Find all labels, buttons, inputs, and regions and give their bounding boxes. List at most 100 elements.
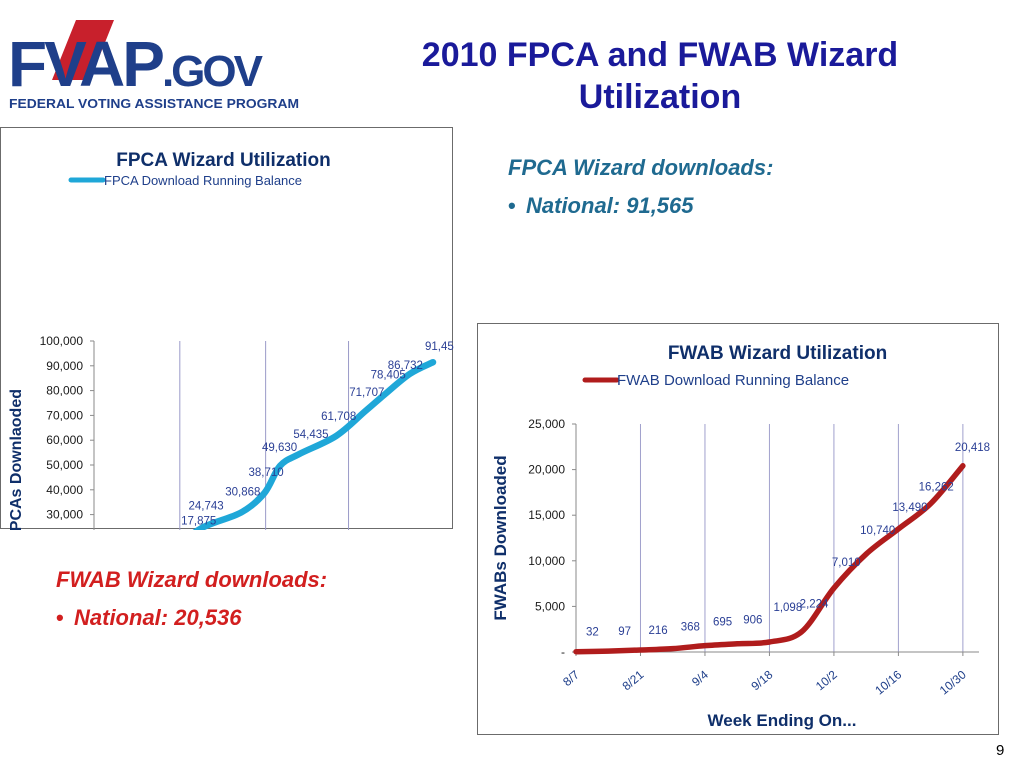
fpca-national-total: National: 91,565: [526, 193, 694, 218]
fpca-chart-title: FPCA Wizard Utilization: [116, 150, 330, 171]
fpca-data-label: 91,452: [425, 341, 454, 353]
fpca-data-point: [409, 373, 411, 375]
fpca-y-tick-label: 70,000: [46, 408, 83, 422]
fwab-x-tick-label: 10/2: [813, 667, 840, 693]
fpca-data-point: [298, 453, 300, 455]
fwab-data-point: [801, 631, 803, 633]
fpca-data-label: 61,708: [321, 411, 356, 423]
fwab-x-tick-label: 9/18: [748, 667, 775, 693]
fwab-data-label: 97: [618, 626, 631, 638]
fpca-data-label: 86,732: [388, 360, 423, 372]
fwab-callout-bullet: • National: 20,536: [56, 603, 327, 633]
fpca-legend-label: FPCA Download Running Balance: [104, 173, 302, 188]
fwab-national-total: National: 20,536: [74, 605, 242, 630]
fpca-data-label: 49,630: [262, 442, 297, 454]
fpca-data-label: 78,405: [371, 370, 406, 382]
fpca-y-tick-label: 40,000: [46, 483, 83, 497]
fpca-data-label: 54,435: [293, 429, 328, 441]
fpca-callout-bullet: • National: 91,565: [508, 191, 773, 221]
fpca-data-point: [240, 511, 242, 513]
fpca-data-label: 30,868: [225, 486, 260, 498]
fwab-data-label: 906: [743, 615, 762, 627]
fpca-data-point: [201, 527, 203, 529]
fpca-data-point: [335, 435, 337, 437]
fwab-callout-heading: FWAB Wizard downloads:: [56, 567, 328, 592]
fwab-x-axis-title: Week Ending On...: [708, 711, 857, 730]
fpca-callout-heading: FPCA Wizard downloads:: [508, 155, 774, 180]
fvap-logo: FVAP.GOV FEDERAL VOTING ASSISTANCE PROGR…: [8, 20, 299, 111]
fwab-data-point: [672, 648, 674, 650]
fwab-y-tick-label: 10,000: [528, 554, 565, 568]
fwab-callout-list: • National: 20,536: [56, 603, 327, 633]
bullet-icon: •: [508, 193, 516, 218]
fwab-x-tick-label: 9/4: [689, 667, 711, 689]
fpca-data-label: 38,710: [248, 467, 283, 479]
fpca-data-label: 71,707: [349, 387, 384, 399]
fwab-chart: FWAB Wizard Utilization FWAB Download Run…: [491, 343, 990, 730]
fwab-data-label: 32: [586, 627, 599, 639]
slide-title-line2: Utilization: [578, 78, 742, 116]
fpca-y-tick-label: 60,000: [46, 433, 83, 447]
bullet-icon: •: [56, 605, 64, 630]
fwab-x-tick-label: 8/21: [620, 667, 647, 693]
slide-title-line1: 2010 FPCA and FWAB Wizard: [421, 36, 899, 74]
logo-suffix: .GOV: [162, 47, 264, 96]
fwab-data-label: 13,490: [892, 502, 927, 514]
fwab-x-tick-label: 8/7: [560, 667, 582, 689]
fwab-data-label: 216: [648, 625, 667, 637]
fwab-legend-label: FWAB Download Running Balance: [617, 372, 849, 389]
logo-tagline: FEDERAL VOTING ASSISTANCE PROGRAM: [9, 97, 299, 111]
fwab-data-point: [736, 643, 738, 645]
fwab-y-tick-label: -: [561, 645, 565, 659]
fpca-data-point: [279, 465, 281, 467]
fwab-data-label: 368: [681, 622, 700, 634]
fwab-data-label: 20,418: [955, 442, 990, 454]
fpca-data-label: 17,875: [181, 516, 216, 528]
fwab-y-tick-label: 25,000: [528, 417, 565, 431]
fwab-chart-panel: FWAB Wizard Utilization FWAB Download Run…: [477, 323, 999, 735]
fpca-chart: FPCA Wizard Utilization FPCA Download Run…: [8, 150, 454, 530]
fwab-data-label: 16,262: [919, 482, 954, 494]
page-number: 9: [996, 742, 1005, 759]
logo-wordmark: FVAP.GOV: [8, 28, 264, 100]
fwab-x-tick-label: 10/16: [872, 667, 904, 697]
fpca-data-label: 24,743: [188, 501, 223, 513]
fwab-chart-title: FWAB Wizard Utilization: [668, 343, 887, 364]
logo-flag-stripe: [52, 20, 114, 80]
fwab-data-label: 695: [713, 617, 732, 629]
fwab-data-label: 1,098: [773, 602, 802, 614]
fwab-data-point: [768, 641, 770, 643]
fpca-data-point: [432, 361, 434, 363]
fpca-callout-list: • National: 91,565: [508, 191, 773, 221]
fwab-data-point: [930, 503, 932, 505]
fwab-data-point: [639, 649, 641, 651]
fwab-downloads-callout: FWAB Wizard downloads: • National: 20,536: [56, 565, 327, 633]
fwab-data-label: 7,010: [832, 557, 861, 569]
fwab-y-axis-title: FWABs Downloaded: [491, 455, 510, 620]
fwab-data-point: [607, 650, 609, 652]
fwab-y-tick-label: 5,000: [535, 599, 565, 613]
fwab-data-label: 2,224: [800, 599, 829, 611]
fwab-data-point: [962, 465, 964, 467]
fwab-y-tick-label: 15,000: [528, 508, 565, 522]
fwab-y-tick-label: 20,000: [528, 463, 565, 477]
fpca-data-point: [364, 410, 366, 412]
fwab-data-label: 10,740: [860, 525, 895, 537]
fwab-data-point: [575, 651, 577, 653]
fpca-downloads-callout: FPCA Wizard downloads: • National: 91,565: [508, 153, 773, 221]
fwab-data-point: [865, 553, 867, 555]
fpca-y-tick-label: 30,000: [46, 508, 83, 522]
fpca-data-point: [263, 492, 265, 494]
fwab-data-point: [704, 645, 706, 647]
slide-title: 2010 FPCA and FWAB Wizard Utilization: [360, 34, 960, 118]
fpca-y-axis-title: FPCAs Downlaoded: [8, 389, 25, 530]
fwab-data-point: [833, 587, 835, 589]
fwab-data-point: [897, 528, 899, 530]
fwab-x-tick-label: 10/30: [937, 667, 969, 697]
fpca-y-tick-label: 100,000: [40, 334, 84, 348]
fpca-y-tick-label: 80,000: [46, 384, 83, 398]
fpca-y-tick-label: 50,000: [46, 458, 83, 472]
fpca-y-tick-label: 90,000: [46, 359, 83, 373]
fpca-chart-panel: FPCA Wizard Utilization FPCA Download Run…: [0, 127, 454, 530]
fpca-data-point: [384, 394, 386, 396]
